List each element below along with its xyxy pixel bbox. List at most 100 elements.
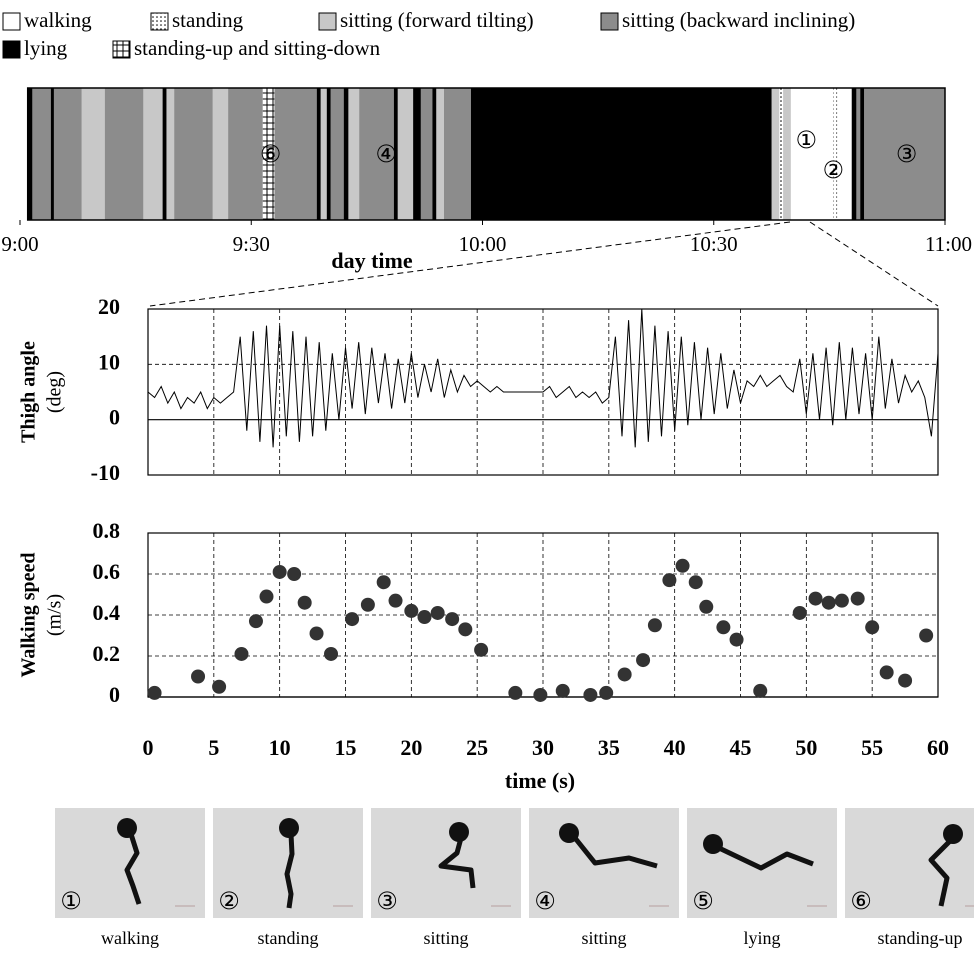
- state-segment: [32, 88, 51, 220]
- state-segment: [413, 88, 421, 220]
- speed-point: [458, 622, 472, 636]
- speed-point: [618, 667, 632, 681]
- x-tick-label: 30: [532, 735, 554, 760]
- x-tick-label: 9:30: [233, 232, 270, 256]
- y-axis-title: Thigh angle: [18, 341, 40, 443]
- state-segment: [398, 88, 413, 220]
- x-tick-label: 60: [927, 735, 949, 760]
- legend-swatch: [3, 13, 20, 30]
- speed-point: [474, 643, 488, 657]
- x-axis-title: day time: [331, 248, 413, 273]
- speed-point: [809, 592, 823, 606]
- speed-point: [445, 612, 459, 626]
- speed-point: [599, 686, 613, 700]
- speed-point: [249, 614, 263, 628]
- y-axis-title: Walking speed: [18, 552, 40, 677]
- speed-point: [689, 575, 703, 589]
- speed-point: [212, 680, 226, 694]
- speed-point: [389, 594, 403, 608]
- x-tick-label: 50: [795, 735, 817, 760]
- state-segment: [856, 88, 860, 220]
- speed-point: [191, 670, 205, 684]
- speed-point: [431, 606, 445, 620]
- state-segment: [166, 88, 174, 220]
- legend-label: standing: [172, 8, 244, 32]
- state-segment: [143, 88, 162, 220]
- speed-point: [716, 620, 730, 634]
- x-tick-label: 20: [400, 735, 422, 760]
- speed-point: [345, 612, 359, 626]
- x-tick-label: 10:00: [459, 232, 507, 256]
- x-tick-label: 9:00: [1, 232, 38, 256]
- stick-head: [703, 834, 723, 854]
- speed-point: [898, 674, 912, 688]
- posture-caption: sitting: [581, 928, 626, 948]
- state-segment: [321, 88, 327, 220]
- annotation: ⑤: [626, 140, 648, 168]
- speed-point: [676, 559, 690, 573]
- x-axis-title: time (s): [505, 768, 575, 793]
- annotation: ③: [896, 140, 918, 168]
- speed-point: [404, 604, 418, 618]
- y-axis-unit: (m/s): [44, 594, 66, 636]
- speed-point: [648, 618, 662, 632]
- state-segment: [54, 88, 82, 220]
- speed-point: [753, 684, 767, 698]
- state-segment: [317, 88, 321, 220]
- x-tick-label: 35: [598, 735, 620, 760]
- speed-point: [822, 596, 836, 610]
- speed-point: [260, 590, 274, 604]
- speed-point: [418, 610, 432, 624]
- speed-point: [556, 684, 570, 698]
- zoom-line: [810, 222, 938, 306]
- y-axis-unit: (deg): [44, 371, 66, 413]
- speed-point: [508, 686, 522, 700]
- state-segment: [852, 88, 857, 220]
- x-tick-label: 45: [730, 735, 752, 760]
- annotation: ②: [822, 156, 844, 184]
- speed-point: [880, 665, 894, 679]
- posture-caption: standing-up: [878, 928, 963, 948]
- posture-caption: sitting: [423, 928, 468, 948]
- annotation: ①: [795, 126, 817, 154]
- x-tick-label: 10:30: [690, 232, 738, 256]
- speed-point: [919, 629, 933, 643]
- speed-point: [730, 633, 744, 647]
- posture-number: ⑥: [850, 887, 872, 915]
- state-segment: [82, 88, 105, 220]
- x-tick-label: 15: [335, 735, 357, 760]
- speed-point: [662, 573, 676, 587]
- speed-point: [324, 647, 338, 661]
- speed-point: [310, 626, 324, 640]
- state-segment: [779, 88, 783, 220]
- figure: walkingstandingsitting (forward tilting)…: [0, 0, 974, 954]
- speed-point: [851, 592, 865, 606]
- x-tick-label: 40: [664, 735, 686, 760]
- posture-caption: walking: [101, 928, 159, 948]
- legend-label: lying: [24, 36, 68, 60]
- stick-head: [559, 823, 579, 843]
- state-segment: [471, 88, 772, 220]
- state-segment: [51, 88, 54, 220]
- speed-point: [298, 596, 312, 610]
- speed-point: [583, 688, 597, 702]
- state-segment: [331, 88, 344, 220]
- x-tick-label: 25: [466, 735, 488, 760]
- legend-swatch: [601, 13, 618, 30]
- stick-head: [279, 818, 299, 838]
- annotation: ⑥: [260, 140, 282, 168]
- legend-swatch: [151, 13, 168, 30]
- x-tick-label: 11:00: [925, 232, 972, 256]
- state-segment: [860, 88, 864, 220]
- state-segment: [344, 88, 349, 220]
- speed-point: [273, 565, 287, 579]
- legend-swatch: [3, 41, 20, 58]
- y-tick-label: -10: [91, 460, 120, 485]
- y-tick-label: 10: [98, 349, 120, 374]
- x-tick-label: 0: [143, 735, 154, 760]
- x-tick-label: 5: [208, 735, 219, 760]
- posture-number: ③: [376, 887, 398, 915]
- state-segment: [432, 88, 436, 220]
- annotation: ④: [375, 140, 397, 168]
- speed-point: [636, 653, 650, 667]
